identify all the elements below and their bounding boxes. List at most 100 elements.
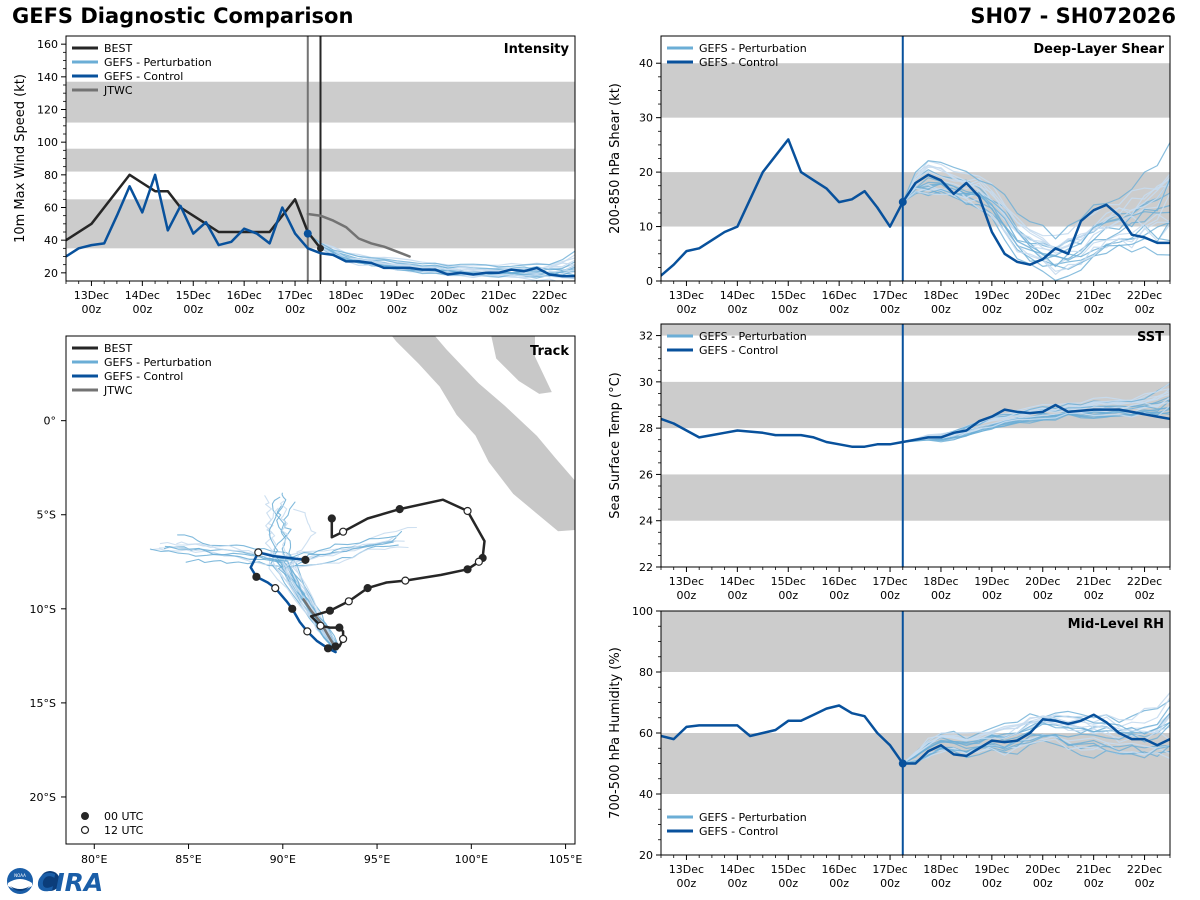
best-12utc-marker [316, 621, 325, 630]
control-00utc-marker [288, 604, 297, 613]
perturbation-member-line [902, 160, 1170, 237]
x-tick-sublabel: 00z [931, 589, 951, 602]
x-tick-label: 15Dec [176, 289, 211, 302]
x-tick-label: 15Dec [771, 289, 806, 302]
y-axis-label: 200-850 hPa Shear (kt) [608, 83, 623, 234]
y-tick-label: 30 [639, 112, 653, 125]
y-tick-label: 40 [44, 234, 58, 247]
legend-label: GEFS - Perturbation [104, 56, 212, 69]
legend-label: JTWC [103, 84, 133, 97]
x-tick-label: 17Dec [277, 289, 312, 302]
best-12utc-marker [339, 527, 348, 536]
storm-id-title: SH07 - SH072026 [970, 4, 1176, 28]
x-tick-sublabel: 00z [677, 877, 697, 890]
y-tick-label: 60 [639, 727, 653, 740]
y-tick-label: 0 [646, 275, 653, 288]
x-tick-label: 20Dec [1025, 575, 1060, 588]
x-tick-label: 18Dec [923, 289, 958, 302]
control-line [661, 403, 1170, 448]
x-tick-label: 90°E [270, 853, 296, 866]
y-tick-label: 140 [37, 71, 58, 84]
marker-legend-label: 00 UTC [104, 810, 144, 823]
y-tick-label: 32 [639, 330, 653, 343]
shaded-band [661, 324, 1170, 336]
x-tick-label: 21Dec [1076, 863, 1111, 876]
y-tick-label: 24 [639, 515, 653, 528]
x-tick-sublabel: 00z [880, 303, 900, 316]
sumatra-landmass [390, 336, 575, 533]
y-tick-label: 20°S [30, 791, 56, 804]
control-line [661, 138, 1170, 277]
y-tick-label: 160 [37, 38, 58, 51]
panel-title: Intensity [504, 42, 570, 57]
x-tick-sublabel: 00z [982, 877, 1002, 890]
x-tick-label: 17Dec [872, 863, 907, 876]
y-tick-label: 80 [639, 666, 653, 679]
x-tick-label: 18Dec [328, 289, 363, 302]
y-axis-label: 10m Max Wind Speed (kt) [13, 74, 28, 243]
x-tick-sublabel: 00z [387, 303, 407, 316]
x-tick-sublabel: 00z [489, 303, 509, 316]
y-tick-label: 40 [639, 57, 653, 70]
perturbation-member-line [307, 233, 575, 278]
plot-area [661, 36, 1170, 281]
x-tick-sublabel: 00z [82, 303, 102, 316]
x-tick-label: 19Dec [974, 863, 1009, 876]
x-tick-label: 18Dec [923, 863, 958, 876]
control-line [66, 173, 575, 278]
x-tick-sublabel: 00z [1033, 589, 1053, 602]
x-tick-label: 16Dec [822, 863, 857, 876]
legend-label: GEFS - Perturbation [699, 330, 807, 343]
perturbation-member-line [902, 166, 1170, 254]
initial-point [898, 198, 907, 207]
x-tick-sublabel: 00z [982, 589, 1002, 602]
legend-label: GEFS - Control [699, 344, 778, 357]
control-00utc-marker [252, 572, 261, 581]
y-tick-label: 40 [639, 788, 653, 801]
y-tick-label: 100 [37, 136, 58, 149]
x-tick-label: 19Dec [974, 575, 1009, 588]
x-tick-label: 22Dec [1127, 863, 1162, 876]
perturbation-member-line [902, 172, 1170, 252]
legend-label: GEFS - Control [104, 370, 183, 383]
x-tick-label: 16Dec [822, 575, 857, 588]
x-tick-sublabel: 00z [1084, 303, 1104, 316]
x-tick-sublabel: 00z [931, 877, 951, 890]
initial-point [303, 229, 312, 238]
x-tick-sublabel: 00z [829, 877, 849, 890]
perturbation-member-line [902, 405, 1170, 443]
y-tick-label: 20 [44, 267, 58, 280]
perturbation-member-line [902, 692, 1170, 765]
x-tick-label: 18Dec [923, 575, 958, 588]
best-00utc-marker [363, 584, 372, 593]
x-tick-sublabel: 00z [1135, 303, 1155, 316]
x-tick-sublabel: 00z [132, 303, 152, 316]
x-tick-label: 19Dec [974, 289, 1009, 302]
x-tick-label: 16Dec [822, 289, 857, 302]
y-tick-label: 120 [37, 104, 58, 117]
shaded-band [661, 474, 1170, 521]
legend-label: GEFS - Control [104, 70, 183, 83]
marker-legend-filled [81, 812, 89, 820]
x-tick-sublabel: 00z [540, 303, 560, 316]
y-tick-label: 30 [639, 376, 653, 389]
control-12utc-marker [303, 627, 312, 636]
best-00utc-marker [331, 642, 340, 651]
x-tick-label: 22Dec [532, 289, 567, 302]
malay-peninsula-landmass [490, 336, 553, 395]
control-00utc-marker [301, 555, 310, 564]
x-tick-label: 80°E [81, 853, 107, 866]
y-tick-label: 15°S [30, 697, 56, 710]
perturbation-member-line [902, 169, 1170, 249]
y-tick-label: 100 [632, 605, 653, 618]
x-tick-label: 22Dec [1127, 289, 1162, 302]
x-tick-label: 100°E [455, 853, 488, 866]
java-landmass [574, 531, 575, 533]
x-tick-sublabel: 00z [1084, 589, 1104, 602]
perturbation-member-line [902, 382, 1170, 443]
panel-shear: 01020304013Dec00z14Dec00z15Dec00z16Dec00… [608, 35, 1171, 316]
plot-area [661, 611, 1170, 855]
y-tick-label: 5°S [37, 509, 56, 522]
x-tick-label: 14Dec [720, 289, 755, 302]
